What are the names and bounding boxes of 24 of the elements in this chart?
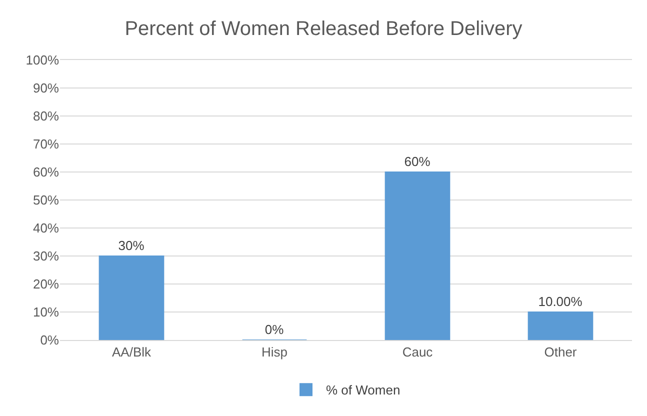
y-tick-label: 30% — [32, 248, 60, 264]
y-tick-label: 70% — [32, 136, 60, 152]
legend-label: % of Women — [326, 382, 400, 398]
bar — [384, 172, 450, 340]
data-label: 0% — [264, 322, 284, 337]
y-tick-label: 50% — [32, 192, 60, 208]
data-label: 60% — [404, 154, 431, 169]
y-tick-label: 0% — [40, 332, 60, 348]
x-tick-label: Cauc — [402, 344, 434, 360]
y-tick-label: 10% — [32, 304, 60, 320]
chart-title: Percent of Women Released Before Delivery — [124, 18, 522, 40]
y-tick-label: 40% — [32, 220, 60, 236]
x-tick-label: Hisp — [261, 344, 288, 360]
x-tick-label: Other — [544, 344, 578, 360]
y-tick-label: 60% — [32, 164, 60, 180]
y-tick-label: 90% — [32, 80, 60, 96]
y-tick-label: 80% — [32, 108, 60, 124]
y-tick-label: 20% — [32, 276, 60, 292]
y-tick-label: 100% — [26, 52, 60, 68]
data-label: 10.00% — [538, 294, 583, 309]
data-label: 30% — [118, 238, 145, 253]
x-tick-label: AA/Blk — [112, 344, 152, 360]
bar — [98, 256, 164, 340]
bar — [528, 312, 594, 340]
